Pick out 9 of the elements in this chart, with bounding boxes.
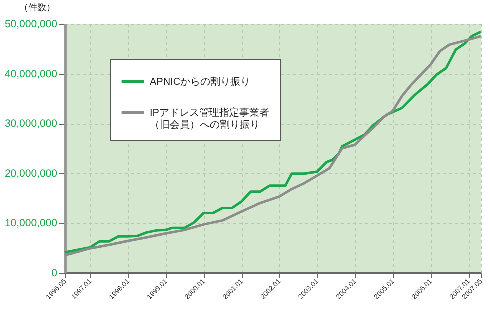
y-tick-label: 20,000,000 <box>4 168 58 180</box>
legend-label: APNICからの割り振り <box>150 76 251 88</box>
y-axis-title: （件数） <box>20 2 56 12</box>
legend-label: IPアドレス管理指定事業者（旧会員）への割り振り <box>150 107 270 131</box>
y-tick-label: 50,000,000 <box>4 18 58 30</box>
y-tick-label: 30,000,000 <box>4 118 58 130</box>
y-tick-label: 10,000,000 <box>4 218 58 230</box>
y-tick-label: 40,000,000 <box>4 68 58 80</box>
y-tick-label: 0 <box>52 268 58 280</box>
